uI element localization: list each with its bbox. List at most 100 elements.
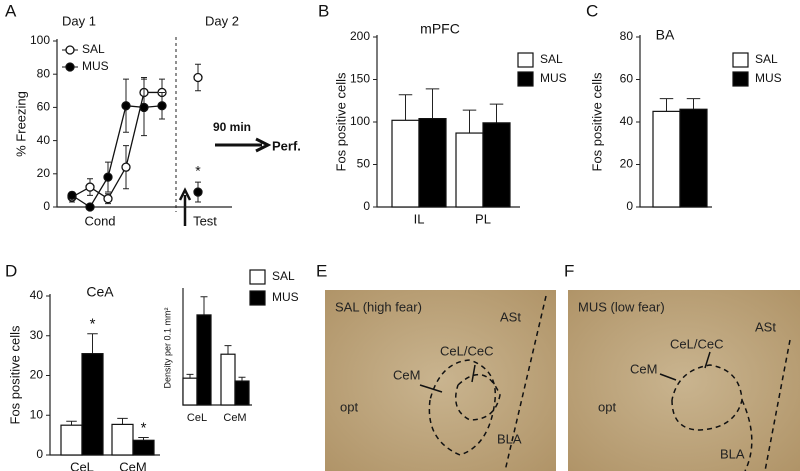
error-bar: [425, 88, 440, 119]
error-bar: [489, 103, 504, 123]
y-axis-label: % Freezing: [13, 91, 28, 157]
arrow: [178, 187, 192, 226]
annotation: *: [195, 163, 201, 179]
micrograph-label: opt: [598, 399, 616, 414]
annotation: Day 1: [62, 13, 96, 28]
marker: [103, 172, 113, 182]
marker: [193, 72, 203, 83]
panel-letter: D: [5, 261, 17, 280]
y-tick-label: 40: [37, 133, 51, 147]
micrograph-label: CeL/CeC: [670, 336, 723, 351]
y-tick-label: 0: [36, 447, 43, 461]
legend-swatch: [732, 52, 749, 68]
y-tick-label: 60: [37, 100, 51, 114]
x-tick-label: CeM: [223, 412, 246, 424]
series-line: [72, 78, 198, 199]
bar: [482, 122, 511, 208]
micrograph-label: MUS (low fear): [578, 299, 665, 314]
bar: [418, 117, 447, 208]
legend-label: MUS: [755, 71, 782, 85]
y-axis-label: Density per 0.1 mm²: [162, 307, 172, 388]
bar: [60, 424, 83, 456]
chart-title: mPFC: [420, 21, 460, 37]
legend-swatch: [517, 52, 534, 68]
arrow: [215, 137, 272, 153]
marker: [67, 190, 77, 201]
legend-swatch: [517, 71, 534, 87]
bar: [132, 439, 155, 456]
error-bar: [66, 420, 77, 426]
series-line: [72, 106, 198, 207]
marker: [121, 162, 131, 172]
legend-swatch: [249, 290, 266, 306]
micrograph-label: CeL/CeC: [440, 343, 493, 358]
error-bar: [117, 417, 128, 425]
error-bar: [238, 376, 246, 382]
y-axis-label: Fos positive cells: [589, 72, 604, 171]
bar: [652, 110, 681, 208]
micrograph-image: [568, 290, 800, 471]
bar: [111, 423, 134, 456]
region-outline: [455, 373, 501, 421]
legend-swatch: [65, 45, 75, 55]
marker: [103, 194, 113, 204]
x-tick-label: CeL: [187, 412, 207, 424]
annotation: Perf.: [272, 138, 301, 153]
y-tick-label: 10: [30, 407, 44, 421]
error-bar: [686, 98, 701, 110]
y-tick-label: 80: [620, 29, 634, 43]
panel-letter: F: [564, 261, 574, 280]
micrograph-label: opt: [340, 399, 358, 414]
micrograph: SAL (high fear) ASt CeL/CeC CeM opt BLA: [325, 290, 556, 471]
legend-label: SAL: [272, 269, 295, 283]
micrograph-label: ASt: [500, 309, 521, 324]
legend-label: MUS: [82, 59, 109, 73]
x-tick-label: IL: [414, 211, 425, 226]
annotation: 90 min: [213, 120, 251, 134]
marker: [85, 202, 95, 212]
panel-letter: E: [316, 261, 327, 280]
region-outline: [428, 295, 547, 471]
legend-label: MUS: [272, 290, 299, 304]
y-tick-label: 150: [350, 72, 370, 86]
panel-letter: A: [5, 1, 17, 20]
x-tick-label: PL: [475, 211, 491, 226]
legend-swatch: [732, 71, 749, 87]
pointer: [659, 373, 677, 381]
error-bar: [462, 109, 477, 134]
micrograph-label: SAL (high fear): [335, 299, 422, 314]
chart-title: BA: [656, 27, 675, 43]
micrograph-label: ASt: [755, 319, 776, 334]
panel-letter: C: [586, 1, 598, 20]
bar: [182, 377, 198, 406]
error-bar: [186, 373, 194, 379]
y-tick-label: 40: [620, 114, 634, 128]
y-axis-label: Fos positive cells: [333, 72, 348, 171]
y-tick-label: 200: [350, 29, 370, 43]
marker: [85, 182, 95, 192]
micrograph: MUS (low fear) ASt CeL/CeC CeM opt BLA: [568, 290, 800, 471]
y-tick-label: 0: [43, 199, 50, 213]
chart-title: CeA: [86, 284, 114, 300]
region-outline: [671, 339, 791, 471]
marker: [157, 101, 167, 111]
bar: [455, 132, 484, 208]
legend-label: SAL: [540, 52, 563, 66]
bar: [679, 108, 708, 208]
legend-label: MUS: [540, 71, 567, 85]
y-tick-label: 30: [30, 328, 44, 342]
pointer: [704, 351, 711, 369]
pointer: [419, 384, 443, 393]
annotation: Cond: [84, 213, 115, 228]
bar: [391, 119, 420, 208]
y-tick-label: 50: [357, 157, 371, 171]
y-tick-label: 20: [620, 157, 634, 171]
y-tick-label: 20: [37, 166, 51, 180]
legend-swatch: [249, 269, 266, 285]
micrograph-label: CeM: [393, 367, 420, 382]
marker: [193, 187, 203, 197]
y-tick-label: 40: [30, 288, 44, 302]
error-bar: [398, 94, 413, 121]
micrograph-label: CeM: [630, 361, 657, 376]
bar: [220, 353, 236, 406]
